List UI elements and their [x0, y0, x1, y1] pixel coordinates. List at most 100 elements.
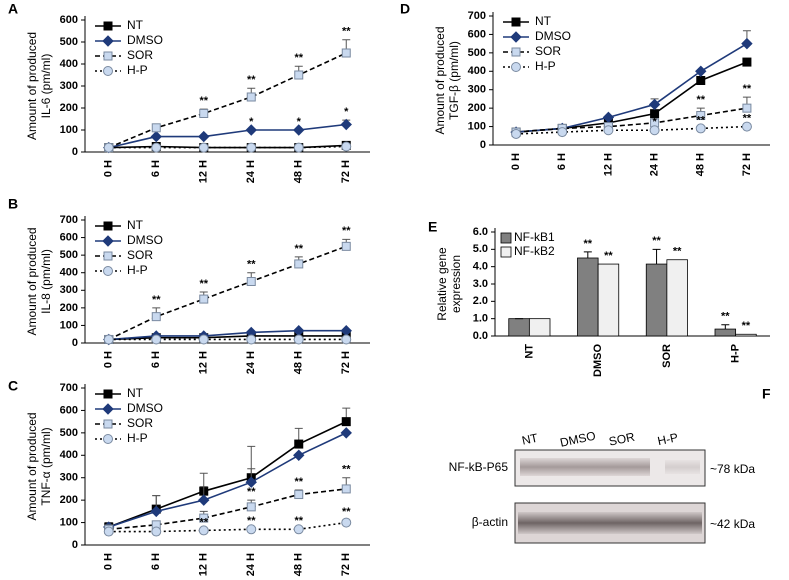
legend-label: H-P	[127, 431, 148, 445]
legend-label: DMSO	[127, 33, 163, 47]
marker	[341, 241, 351, 251]
marker	[199, 109, 209, 118]
panel-label: C	[8, 378, 18, 394]
significance: *	[249, 116, 254, 128]
y-axis-label: TGF-β (pm/ml)	[447, 41, 461, 120]
marker	[151, 123, 161, 133]
y-tick-label: 300	[60, 80, 78, 92]
error-bar	[583, 251, 592, 258]
significance: **	[199, 278, 208, 290]
marker	[151, 334, 162, 345]
x-tick-label: 24 H	[245, 553, 257, 576]
x-tick-label: 24 H	[245, 160, 257, 183]
x-tick-label: DMSO	[592, 344, 604, 377]
marker	[340, 118, 352, 131]
marker	[511, 17, 521, 27]
x-tick-label: 24 H	[245, 351, 257, 374]
x-tick-label: 72 H	[340, 160, 352, 183]
significance: **	[743, 83, 752, 95]
y-tick-label: 500	[60, 427, 78, 439]
x-tick-label: 0 H	[103, 351, 115, 368]
legend-label: DMSO	[535, 29, 571, 43]
marker	[294, 490, 304, 500]
marker	[246, 92, 256, 102]
y-tick-label: 100	[60, 319, 78, 331]
lane-label: SOR	[608, 430, 637, 449]
legend-label: NF-kB1	[514, 230, 555, 244]
y-tick-label: 500	[468, 47, 486, 59]
x-tick-label: 24 H	[648, 153, 660, 176]
x-tick-label: 6 H	[150, 351, 162, 368]
marker	[199, 513, 209, 523]
bar	[528, 318, 551, 337]
series-line	[108, 329, 347, 341]
y-tick-label: 400	[468, 65, 486, 77]
y-tick-label: 200	[468, 102, 486, 114]
x-tick-label: 6 H	[150, 160, 162, 177]
marker	[245, 124, 257, 136]
marker	[199, 294, 209, 304]
y-axis-label: IL-6 (pm/ml)	[39, 54, 53, 119]
series-line	[516, 107, 748, 133]
legend-label: H-P	[535, 59, 556, 73]
marker	[150, 505, 162, 518]
x-tick-label: 48 H	[293, 160, 305, 183]
marker	[103, 266, 113, 276]
series-line	[108, 144, 347, 149]
series-line	[108, 245, 347, 341]
marker	[246, 502, 256, 512]
legend-label: SOR	[127, 48, 153, 62]
legend-label: DMSO	[127, 401, 163, 415]
series-line	[108, 432, 347, 528]
marker	[103, 21, 113, 31]
x-tick-label: 48 H	[293, 553, 305, 576]
marker	[341, 517, 352, 528]
marker	[198, 130, 210, 143]
y-tick-label: 5.0	[473, 243, 488, 255]
marker	[696, 111, 706, 121]
bar	[597, 263, 620, 337]
x-tick-label: H-P	[730, 344, 742, 363]
lane-label: DMSO	[559, 429, 597, 450]
significance: **	[199, 95, 208, 107]
marker	[103, 526, 114, 537]
y-tick-label: 700	[60, 214, 78, 226]
y-tick-label: 0.0	[473, 330, 488, 342]
legend-label: NT	[127, 18, 144, 32]
significance: *	[652, 116, 657, 128]
marker	[741, 37, 753, 50]
legend-label: H-P	[127, 63, 148, 77]
marker	[103, 142, 114, 153]
protein-label: NF-kB-P65	[449, 460, 509, 474]
marker	[103, 51, 113, 61]
legend-label: NT	[535, 14, 552, 28]
series-line	[108, 52, 347, 149]
blot	[514, 449, 706, 544]
y-tick-label: 500	[60, 36, 78, 48]
bar	[714, 328, 737, 337]
marker	[103, 221, 113, 231]
marker	[293, 334, 304, 345]
legend-label: SOR	[127, 416, 153, 430]
marker	[198, 525, 209, 536]
y-tick-label: 400	[60, 58, 78, 70]
marker	[103, 434, 113, 444]
marker	[198, 494, 210, 506]
x-tick-label: 0 H	[103, 553, 115, 570]
marker	[695, 65, 707, 77]
x-tick-label: 6 H	[150, 553, 162, 570]
panel-label: A	[8, 1, 18, 17]
marker	[341, 334, 352, 345]
y-tick-label: 700	[60, 382, 78, 394]
legend-swatch	[500, 232, 512, 244]
marker	[245, 476, 257, 488]
significance: **	[721, 311, 730, 323]
error-bar	[652, 248, 661, 265]
bar	[577, 257, 599, 337]
x-tick-label: 0 H	[510, 153, 522, 170]
bar	[666, 259, 688, 337]
significance: **	[673, 246, 682, 258]
protein-label: β-actin	[472, 515, 508, 529]
y-tick-label: 4.0	[473, 261, 488, 273]
